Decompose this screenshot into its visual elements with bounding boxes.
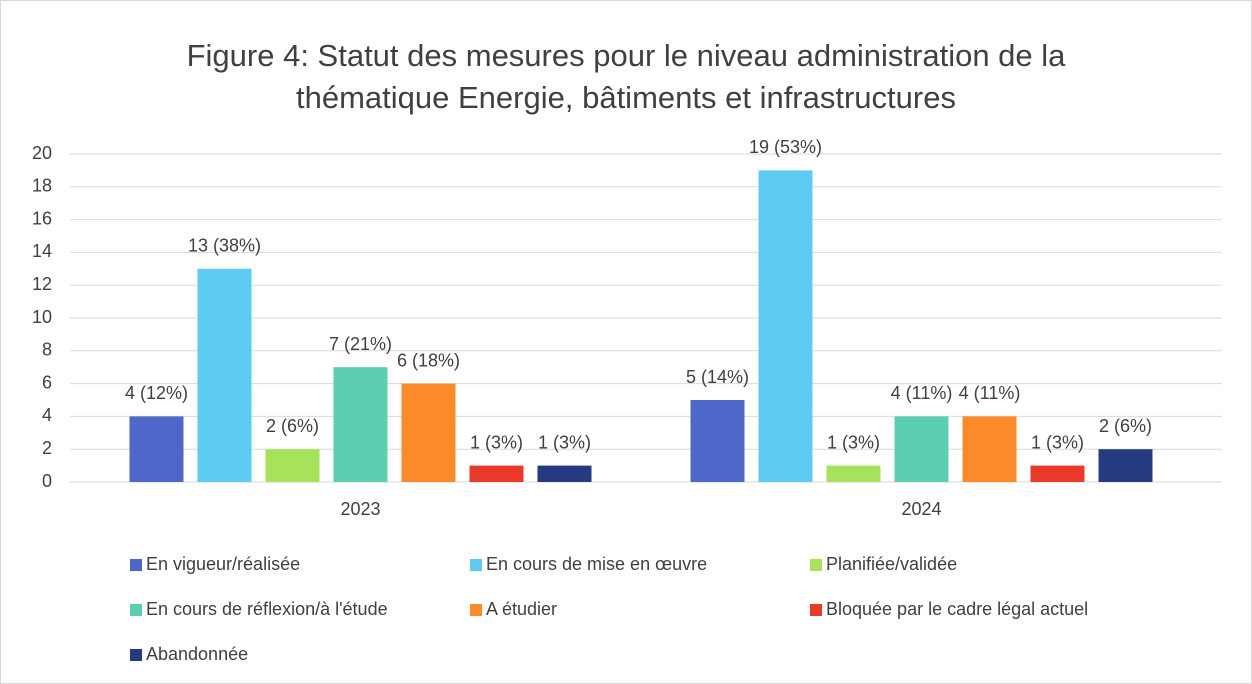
legend-swatch	[130, 559, 142, 571]
bar	[758, 170, 813, 482]
y-tick-label: 0	[42, 471, 52, 491]
chart-title: thématique Energie, bâtiments et infrast…	[296, 80, 956, 115]
legend-label: En cours de mise en œuvre	[486, 554, 707, 574]
data-label: 4 (11%)	[891, 383, 953, 403]
y-tick-label: 14	[32, 241, 52, 261]
data-label: 4 (11%)	[959, 383, 1021, 403]
bar	[690, 400, 745, 482]
data-label: 7 (21%)	[329, 334, 392, 354]
data-label: 5 (14%)	[686, 367, 749, 387]
legend-swatch	[470, 604, 482, 616]
data-label: 2 (6%)	[1099, 416, 1152, 436]
bar	[333, 367, 388, 482]
legend-label: Abandonnée	[146, 644, 248, 664]
bar	[401, 383, 456, 482]
y-tick-label: 18	[32, 176, 52, 196]
legend-swatch	[810, 604, 822, 616]
bar	[962, 416, 1017, 482]
bar	[826, 465, 881, 482]
data-label: 1 (3%)	[1031, 432, 1084, 452]
data-label: 1 (3%)	[470, 432, 523, 452]
bar	[1098, 449, 1153, 482]
x-tick-label: 2024	[901, 499, 941, 519]
bar	[265, 449, 320, 482]
bar	[894, 416, 949, 482]
legend-label: En cours de réflexion/à l'étude	[146, 599, 388, 619]
y-tick-label: 10	[32, 307, 52, 327]
bar	[469, 465, 524, 482]
y-tick-label: 2	[42, 438, 52, 458]
data-label: 19 (53%)	[749, 137, 822, 157]
legend-label: Bloquée par le cadre légal actuel	[826, 599, 1088, 619]
legend-label: A étudier	[486, 599, 557, 619]
y-tick-label: 20	[32, 143, 52, 163]
legend-swatch	[130, 649, 142, 661]
y-tick-label: 4	[42, 405, 52, 425]
x-tick-label: 2023	[340, 499, 380, 519]
y-tick-label: 6	[42, 372, 52, 392]
legend-swatch	[470, 559, 482, 571]
legend-swatch	[130, 604, 142, 616]
legend-swatch	[810, 559, 822, 571]
y-tick-label: 12	[32, 274, 52, 294]
data-label: 2 (6%)	[266, 416, 319, 436]
bar	[129, 416, 184, 482]
legend-label: Planifiée/validée	[826, 554, 957, 574]
y-tick-label: 16	[32, 208, 52, 228]
data-label: 13 (38%)	[188, 236, 261, 256]
y-tick-label: 8	[42, 340, 52, 360]
chart-title: Figure 4: Statut des mesures pour le niv…	[187, 38, 1067, 73]
bar	[1030, 465, 1085, 482]
legend-label: En vigueur/réalisée	[146, 554, 300, 574]
bar	[197, 268, 252, 482]
bar	[537, 465, 592, 482]
data-label: 1 (3%)	[538, 432, 591, 452]
data-label: 6 (18%)	[397, 350, 460, 370]
data-label: 4 (12%)	[125, 383, 188, 403]
data-label: 1 (3%)	[827, 432, 880, 452]
